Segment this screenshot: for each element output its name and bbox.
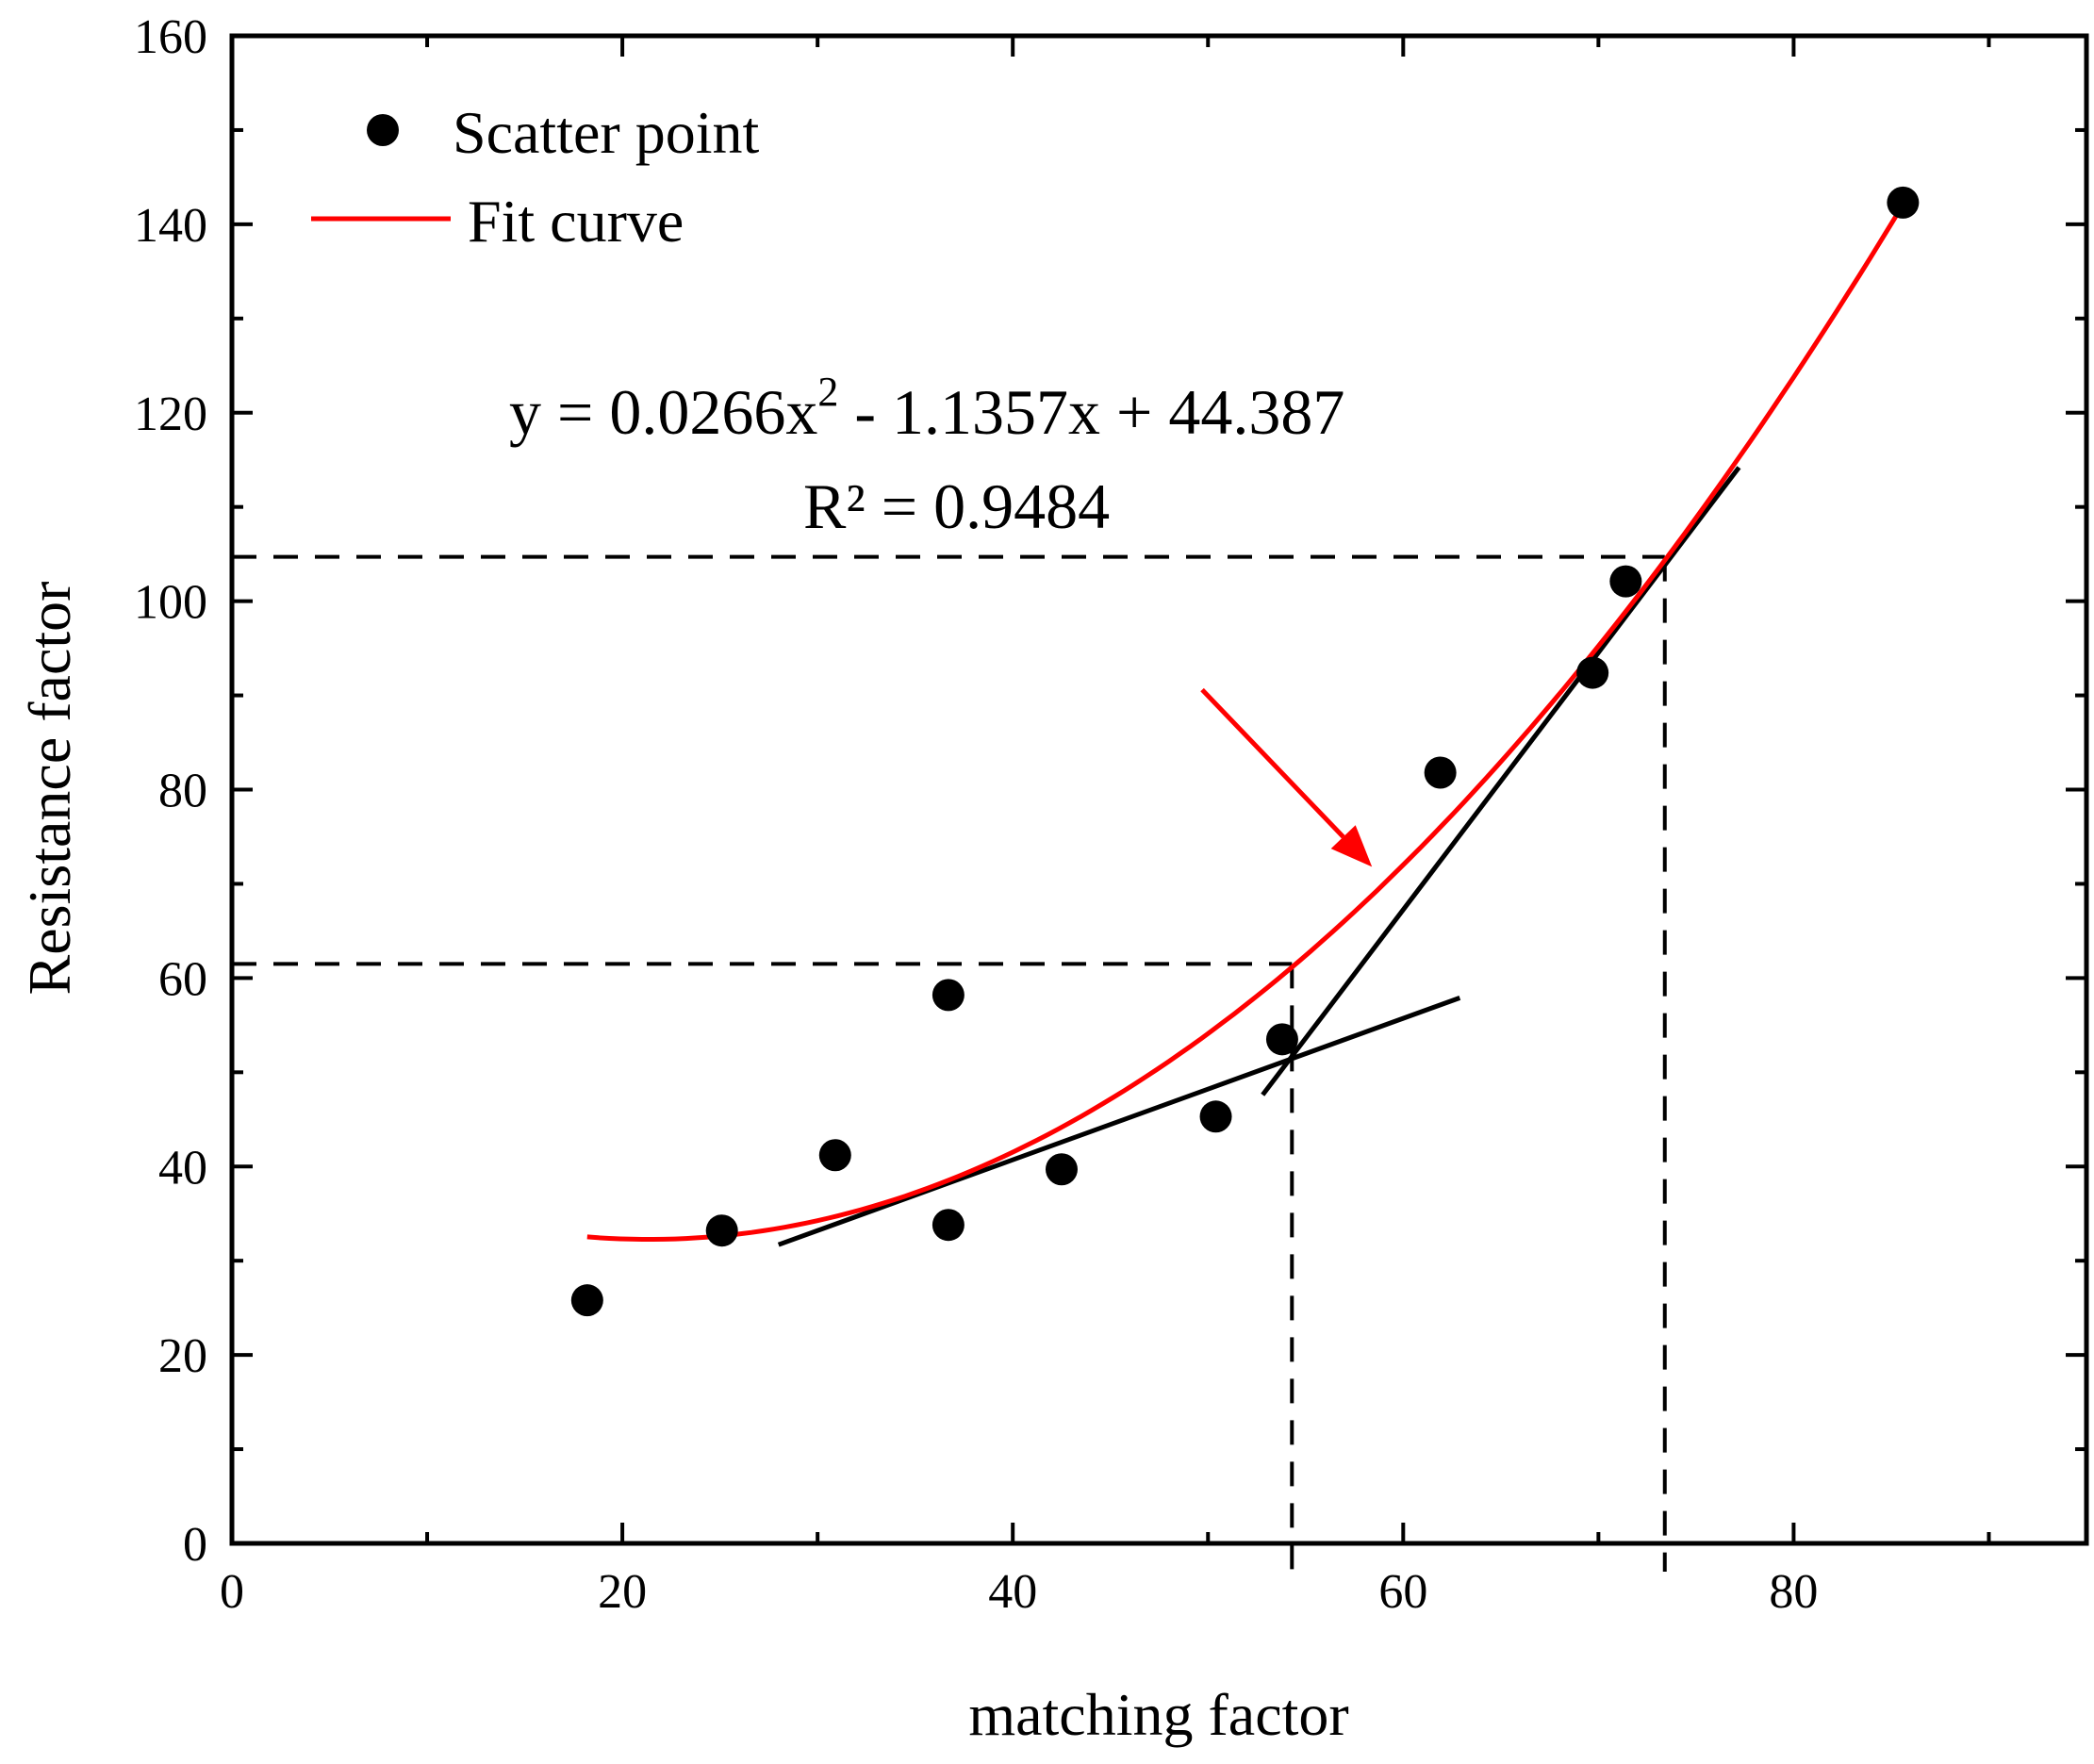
scatter-point — [1609, 565, 1642, 598]
y-tick-label: 20 — [158, 1329, 207, 1383]
x-axis-title: matching factor — [968, 1681, 1348, 1748]
x-axis-ticks: 0 20 40 60 80 — [220, 36, 1991, 1619]
y-tick-label: 140 — [134, 199, 207, 253]
tangent-line — [777, 996, 1461, 1247]
x-tick-label: 0 — [220, 1565, 244, 1619]
x-tick-label: 60 — [1378, 1565, 1427, 1619]
scatter-point — [1887, 186, 1920, 219]
scatter-point — [932, 1209, 965, 1242]
tangent-lines — [777, 466, 1741, 1247]
y-tick-label: 80 — [158, 765, 207, 818]
fit-equation-main: y = 0.0266x — [509, 376, 817, 448]
y-tick-label: 60 — [158, 952, 207, 1006]
scatter-point — [1045, 1153, 1078, 1186]
fit-equation-rest: - 1.1357x + 44.387 — [838, 376, 1344, 448]
scatter-point — [1576, 656, 1609, 689]
scatter-points — [570, 186, 1920, 1317]
y-tick-label: 100 — [134, 576, 207, 630]
y-axis-ticks: 0 20 40 60 80 100 120 140 160 — [134, 10, 2086, 1572]
fit-equation-exponent: 2 — [817, 369, 838, 415]
x-tick-label: 80 — [1769, 1565, 1818, 1619]
y-tick-label: 160 — [134, 10, 207, 64]
x-tick-label: 20 — [598, 1565, 647, 1619]
r-squared: R² = 0.9484 — [803, 470, 1110, 542]
scatter-point — [932, 979, 965, 1012]
scatter-point — [1265, 1023, 1298, 1056]
fit-curve-group — [586, 203, 1905, 1242]
scatter-point — [1199, 1100, 1232, 1133]
x-tick-label: 40 — [988, 1565, 1037, 1619]
reference-lines — [232, 554, 1667, 1572]
fit-equation: y = 0.0266x2 - 1.1357x + 44.387 — [509, 369, 1344, 448]
scatter-point — [818, 1139, 851, 1172]
y-tick-label: 120 — [134, 387, 207, 441]
arrow-head — [1330, 825, 1373, 867]
legend: Scatter point Fit curve — [311, 99, 759, 255]
legend-label-fit: Fit curve — [468, 188, 684, 255]
scatter-point — [570, 1284, 603, 1317]
legend-label-scatter: Scatter point — [453, 99, 759, 166]
annotation-arrow — [1200, 687, 1373, 867]
y-tick-label: 40 — [158, 1141, 207, 1195]
arrow-shaft — [1200, 687, 1345, 839]
y-axis-title: Resistance factor — [16, 582, 83, 996]
tangent-line — [1261, 466, 1741, 1096]
fit-curve — [586, 203, 1905, 1242]
scatter-point — [705, 1214, 738, 1247]
scatter-point — [1424, 756, 1457, 789]
legend-marker-scatter — [367, 114, 399, 146]
y-tick-label: 0 — [183, 1518, 207, 1572]
plot-frame — [229, 33, 2089, 1546]
